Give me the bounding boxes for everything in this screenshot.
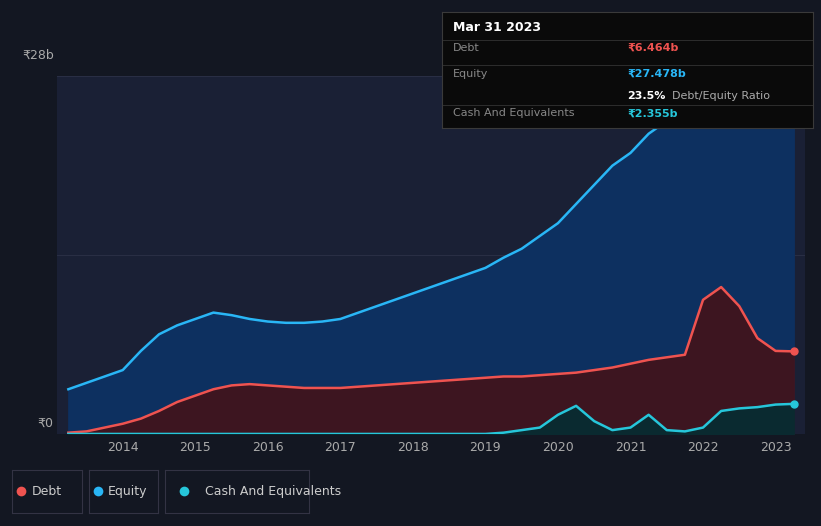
Text: ₹0: ₹0 (38, 417, 53, 430)
Text: ₹27.478b: ₹27.478b (627, 69, 686, 79)
Text: Debt: Debt (32, 485, 62, 498)
Text: Equity: Equity (108, 485, 148, 498)
Text: Debt/Equity Ratio: Debt/Equity Ratio (672, 91, 770, 101)
Text: 23.5%: 23.5% (627, 91, 666, 101)
Text: ₹6.464b: ₹6.464b (627, 43, 679, 53)
Text: Cash And Equivalents: Cash And Equivalents (453, 108, 575, 118)
Text: Mar 31 2023: Mar 31 2023 (453, 21, 541, 34)
Text: Equity: Equity (453, 69, 488, 79)
Text: Cash And Equivalents: Cash And Equivalents (205, 485, 342, 498)
Text: ₹28b: ₹28b (22, 49, 53, 62)
Text: ₹2.355b: ₹2.355b (627, 108, 678, 118)
Text: Debt: Debt (453, 43, 479, 53)
